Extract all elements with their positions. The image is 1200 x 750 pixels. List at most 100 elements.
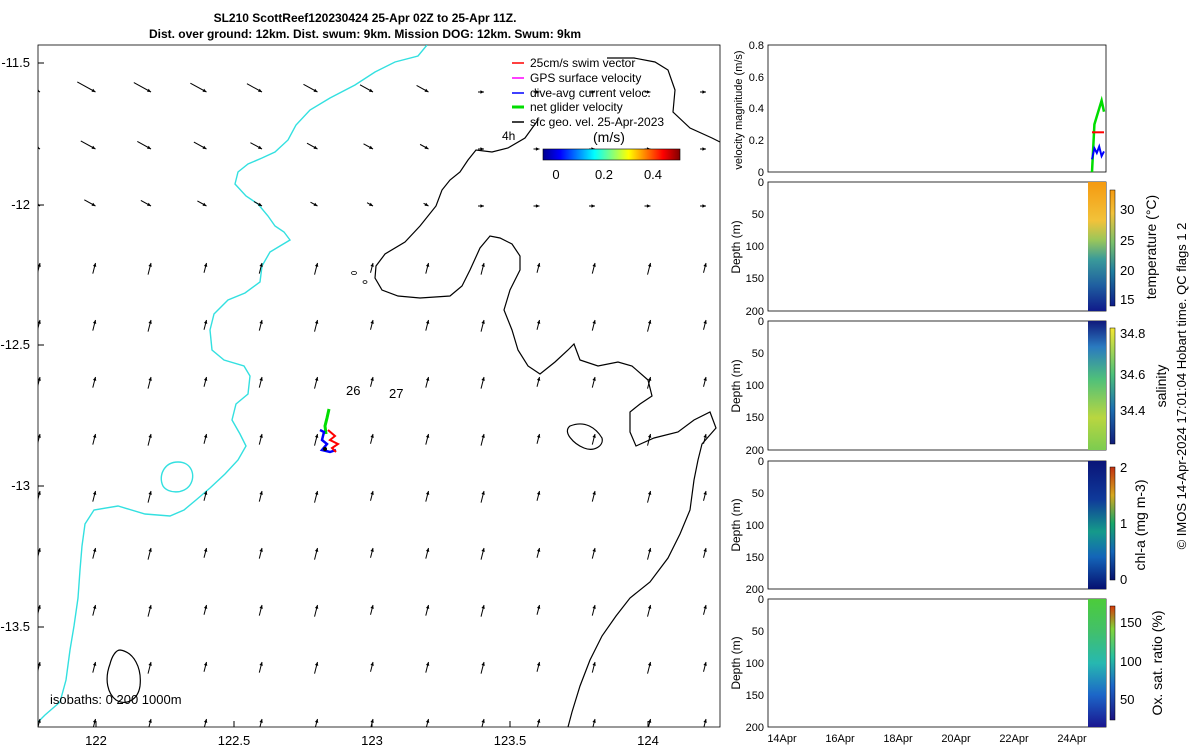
- velocity-vector-head: [203, 491, 208, 495]
- y-tick-label: 0.2: [749, 135, 764, 147]
- velocity-vector-head: [370, 605, 374, 609]
- map-y-tick-label: -12.5: [0, 337, 30, 352]
- oxygen-colorbar: [1109, 605, 1116, 721]
- velocity-vector-head: [370, 548, 374, 552]
- velocity-vector-head: [535, 204, 540, 208]
- date-tick-label: 14Apr: [767, 733, 797, 745]
- velocity-vector-head: [38, 263, 41, 267]
- velocity-vector-head: [535, 147, 540, 151]
- isobath-reef-small: [566, 423, 603, 450]
- velocity-vector-head: [370, 263, 374, 267]
- islet: [362, 280, 368, 284]
- isobath-shoal: [106, 649, 141, 703]
- velocity-vector-head: [91, 145, 96, 149]
- velocity-vector-head: [647, 548, 652, 552]
- velocity-vector-head: [424, 202, 429, 206]
- colorbar-tick-label: 25: [1120, 233, 1134, 248]
- legend-label: 25cm/s swim vector: [530, 56, 635, 70]
- velocity-vector-head: [703, 320, 707, 324]
- y-axis-label: Depth (m): [729, 498, 743, 551]
- velocity-vector-head: [202, 88, 207, 92]
- velocity-vector-head: [481, 491, 485, 495]
- velocity-vector-head: [259, 548, 263, 552]
- y-tick-label: 0: [758, 594, 764, 606]
- velocity-vector-head: [148, 662, 152, 666]
- velocity-vector-head: [38, 89, 40, 92]
- map-x-tick-label: 123: [361, 733, 383, 748]
- dive-avg-current-track: [319, 428, 337, 454]
- velocity-vector-head: [592, 320, 596, 324]
- velocity-vector-head: [92, 320, 97, 324]
- y-tick-label: 0: [758, 456, 764, 468]
- velocity-vector-head: [148, 548, 152, 552]
- y-tick-label: 100: [746, 380, 764, 392]
- velocity-vector-head: [148, 320, 152, 324]
- glider-position: [323, 447, 327, 451]
- velocity-vector-head: [592, 605, 596, 609]
- colorbar-tick-label: 34.6: [1120, 367, 1145, 382]
- velocity-vector-head: [148, 263, 152, 267]
- colorbar-tick-label: 50: [1120, 692, 1134, 707]
- velocity-vector-head: [38, 320, 41, 324]
- velocity-vector-head: [370, 719, 374, 723]
- velocity-vector-head: [38, 662, 41, 666]
- map-contents: [38, 45, 720, 727]
- colorbar-tick-label: 34.4: [1120, 403, 1145, 418]
- velocity-vector-head: [92, 263, 97, 267]
- velocity-vector-head: [480, 147, 484, 151]
- velocity-panel: 0 0.2 0.4 0.6 0.8 velocity magnitude (m/…: [733, 40, 1107, 179]
- velocity-vector-head: [38, 491, 41, 495]
- colorbar-tick-label: 20: [1120, 263, 1134, 278]
- velocity-vector-head: [425, 548, 430, 552]
- map-y-axis: -11.5 -12 -12.5 -13 -13.5: [0, 55, 44, 634]
- velocity-vector-head: [314, 605, 319, 609]
- colorbar-label: chl-a (mg m-3): [1132, 479, 1148, 570]
- velocity-vector-head: [536, 377, 541, 381]
- velocity-vector-head: [647, 434, 652, 438]
- velocity-vector-head: [91, 88, 96, 92]
- velocity-vector: [38, 90, 41, 93]
- y-tick-label: 0: [758, 177, 764, 189]
- velocity-vector-head: [369, 145, 373, 149]
- velocity-vector-head: [647, 263, 652, 267]
- colorbar-tick-label: 0.2: [595, 167, 613, 182]
- velocity-vector-head: [147, 145, 151, 149]
- temperature-frame: [767, 181, 1107, 312]
- y-tick-label: 50: [752, 488, 764, 500]
- velocity-vector-head: [481, 662, 485, 666]
- chlorophyll-frame: [767, 460, 1107, 590]
- map-frame: [37, 44, 721, 728]
- y-tick-label: 0: [758, 167, 764, 179]
- velocity-vector-head: [148, 377, 152, 381]
- coastline-island: [160, 461, 194, 493]
- velocity-vector-head: [535, 90, 540, 94]
- velocity-vector-head: [313, 88, 318, 92]
- isobath-200m: [607, 57, 720, 143]
- y-tick-label: 150: [746, 690, 764, 702]
- velocity-vector-head: [203, 320, 208, 324]
- velocity-vector-head: [313, 202, 318, 206]
- date-tick-label: 20Apr: [941, 733, 971, 745]
- y-tick-label: 0: [758, 316, 764, 328]
- velocity-vector-head: [259, 377, 263, 381]
- velocity-vector-head: [647, 662, 652, 666]
- velocity-vector-head: [481, 434, 485, 438]
- isobath-200m-west: [374, 119, 717, 727]
- oxygen-data-curtain: [1088, 599, 1106, 727]
- net-glider-velocity-track: [323, 408, 331, 435]
- velocity-vector-head: [314, 719, 319, 723]
- day-label: 27: [389, 386, 403, 401]
- velocity-vector-head: [425, 605, 430, 609]
- velocity-vector-head: [369, 202, 373, 206]
- velocity-vector-head: [92, 719, 97, 723]
- y-tick-label: 0.8: [749, 40, 764, 52]
- velocity-vector-head: [259, 719, 263, 723]
- velocity-vector-head: [258, 202, 262, 206]
- velocity-vector-head: [148, 719, 152, 723]
- date-tick-label: 22Apr: [999, 733, 1029, 745]
- date-tick-label: 24Apr: [1057, 733, 1087, 745]
- y-tick-label: 200: [746, 445, 764, 457]
- velocity-vector-head: [647, 377, 652, 381]
- map-x-tick-label: 122: [85, 733, 107, 748]
